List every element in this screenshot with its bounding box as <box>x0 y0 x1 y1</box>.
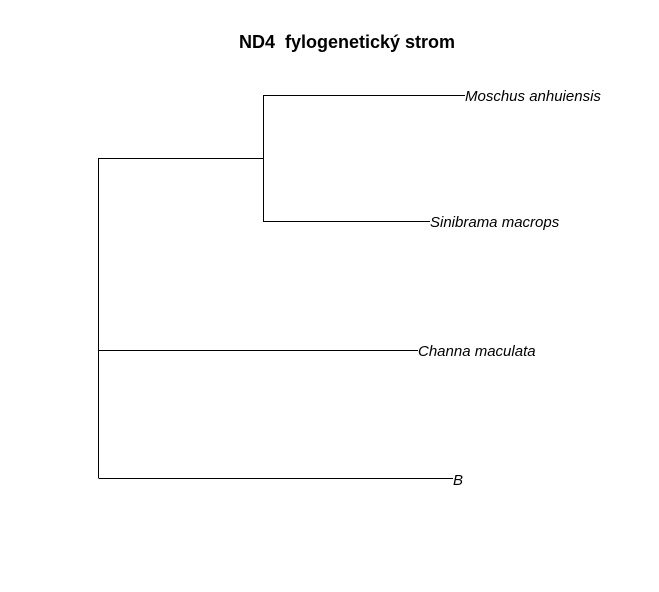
tree-title: ND4 fylogenetický strom <box>239 32 455 52</box>
tip-label-sinibrama: Sinibrama macrops <box>430 214 560 231</box>
tip-label-b: B <box>453 472 463 489</box>
tip-label-channa: Channa maculata <box>418 343 536 360</box>
tip-label-moschus: Moschus anhuiensis <box>465 88 601 105</box>
tree-branches <box>98 95 465 479</box>
tip-labels: Moschus anhuiensis Sinibrama macrops Cha… <box>418 88 601 489</box>
